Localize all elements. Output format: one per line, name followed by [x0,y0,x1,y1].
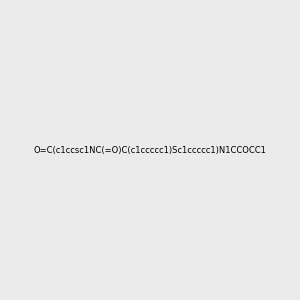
Text: O=C(c1ccsc1NC(=O)C(c1ccccc1)Sc1ccccc1)N1CCOCC1: O=C(c1ccsc1NC(=O)C(c1ccccc1)Sc1ccccc1)N1… [34,146,266,154]
